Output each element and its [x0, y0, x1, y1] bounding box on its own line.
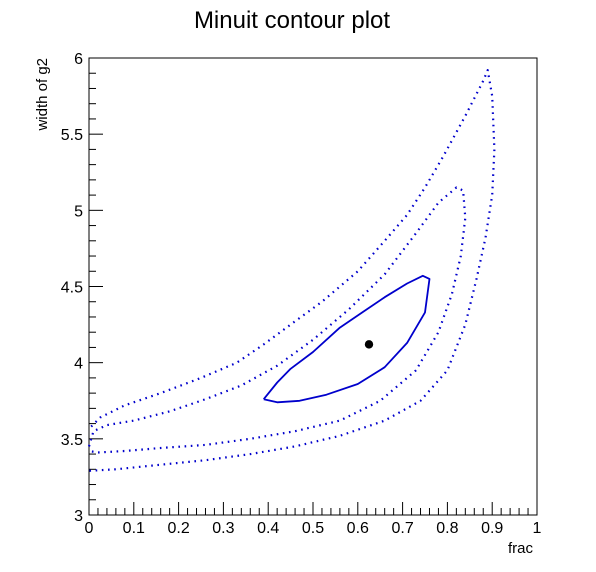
y-axis-ticks — [89, 57, 103, 516]
y-tick-label: 4 — [74, 356, 83, 373]
x-tick-label: 0.3 — [212, 520, 234, 537]
best-fit-point — [364, 340, 374, 349]
x-axis-ticks — [88, 502, 538, 515]
y-tick-label: 6 — [74, 51, 83, 68]
x-tick-label: 0.4 — [257, 520, 279, 537]
contour-series-2 — [87, 186, 467, 454]
y-tick-label: 3 — [74, 508, 83, 525]
x-tick-label: 0.9 — [481, 520, 503, 537]
x-axis-tick-labels: 0 0.1 0.2 0.3 0.4 0.5 0.6 0.7 0.8 0.9 1 — [85, 520, 542, 537]
y-axis-label: width of g2 — [34, 58, 51, 132]
y-tick-label: 5 — [74, 203, 83, 220]
plot-frame — [88, 57, 538, 516]
x-tick-label: 0.1 — [123, 520, 145, 537]
contour-series-1 — [263, 274, 431, 404]
x-tick-label: 1 — [533, 520, 542, 537]
x-tick-label: 0.7 — [391, 520, 413, 537]
x-tick-label: 0.5 — [302, 520, 324, 537]
y-tick-label: 4.5 — [61, 280, 83, 297]
chart-title: Minuit contour plot — [194, 7, 390, 34]
x-tick-label: 0.8 — [436, 520, 458, 537]
x-tick-label: 0.6 — [347, 520, 369, 537]
x-tick-label: 0 — [85, 520, 94, 537]
x-tick-label: 0.2 — [167, 520, 189, 537]
contour-series-group — [87, 69, 496, 472]
best-fit-layer — [364, 340, 374, 349]
y-tick-label: 3.5 — [61, 432, 83, 449]
y-tick-label: 5.5 — [61, 127, 83, 144]
contour-series-3 — [88, 69, 496, 472]
y-axis-tick-labels: 3 3.5 4 4.5 5 5.5 6 — [61, 51, 83, 525]
x-axis-label: frac — [508, 540, 534, 557]
